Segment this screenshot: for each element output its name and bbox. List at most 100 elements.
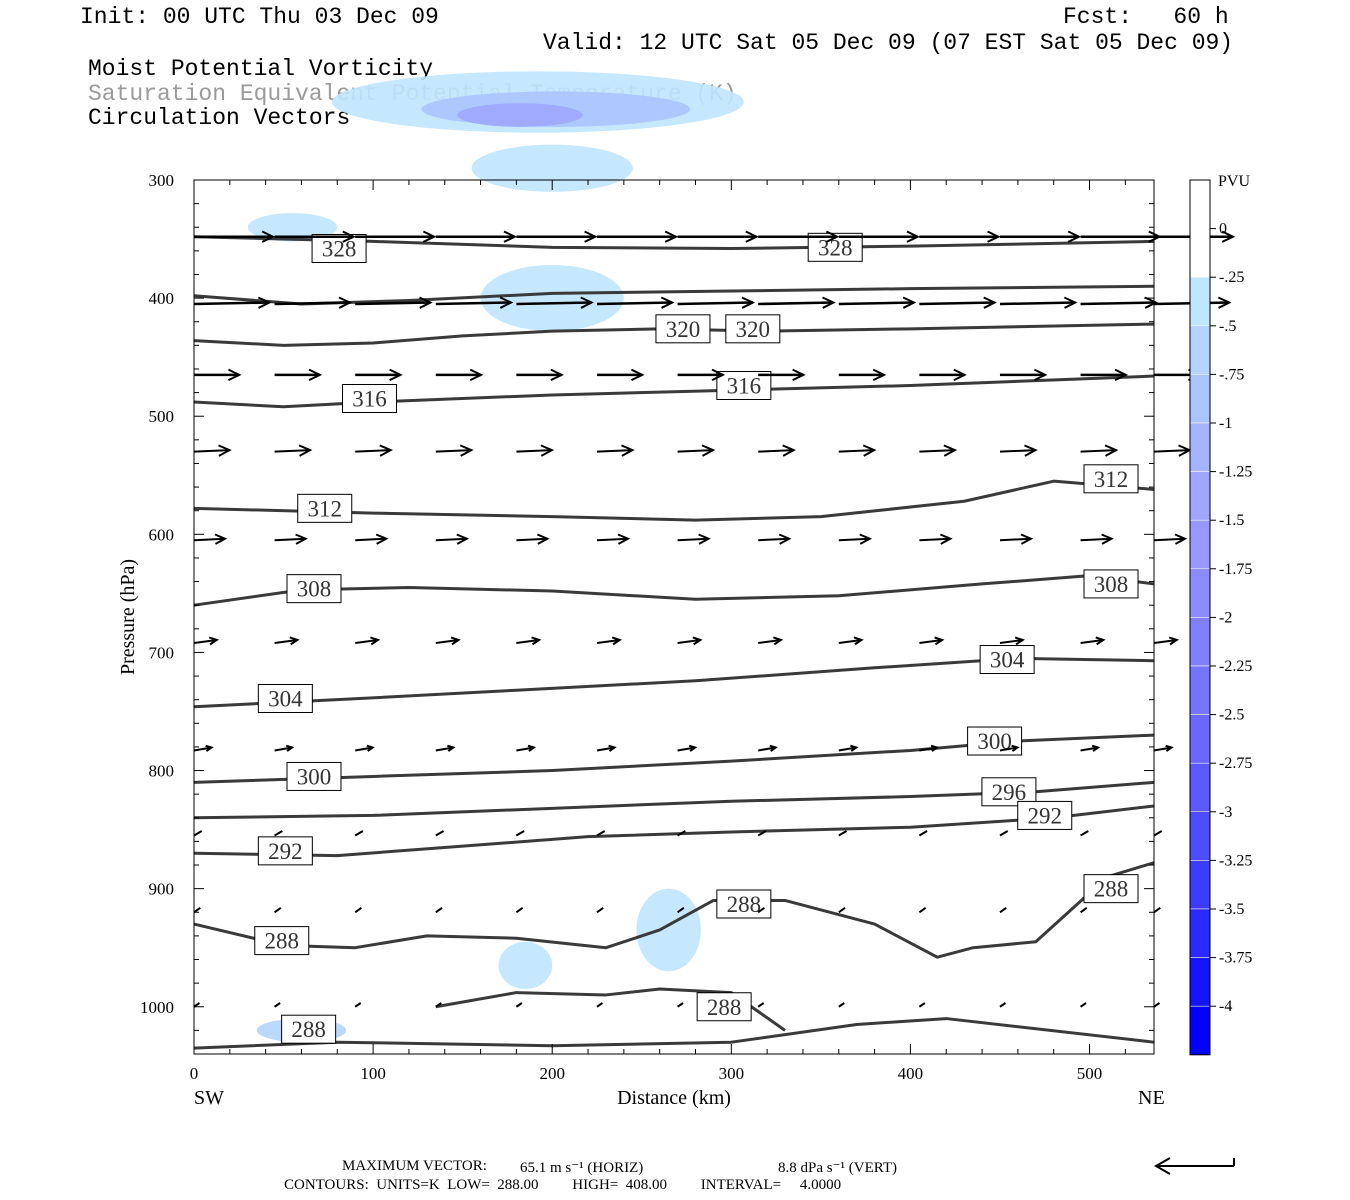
contour-label: 288 (265, 929, 300, 954)
circulation-vector (194, 230, 276, 243)
circulation-vector (1080, 296, 1159, 309)
circulation-vector (918, 906, 927, 914)
contour-label: 304 (990, 648, 1025, 673)
circulation-vector (596, 1002, 604, 1008)
init-time: Init: 00 UTC Thu 03 Dec 09 (80, 4, 439, 30)
circulation-vector (758, 368, 806, 381)
circulation-vector (999, 444, 1038, 457)
colorbar-label: -3.25 (1219, 852, 1252, 869)
circulation-vector (516, 533, 550, 545)
circulation-vector (999, 368, 1048, 381)
circulation-vector (999, 830, 1009, 837)
circulation-vector (274, 230, 356, 243)
colorbar-label: -2.25 (1219, 658, 1252, 675)
axes-layer: 300 400 500 600 700 800 900 1000 0 100 200 300 400 50… (140, 171, 1154, 1083)
circulation-vector (677, 830, 686, 837)
circulation-vector (677, 744, 698, 752)
colorbar-label: -.25 (1219, 269, 1244, 286)
circulation-vector (758, 444, 796, 457)
circulation-vector (193, 906, 201, 914)
contour-label: 316 (727, 374, 762, 399)
contour-label-box (257, 836, 313, 866)
circulation-vector (677, 368, 726, 381)
contour-label: 288 (727, 892, 762, 917)
y-tick-label: 600 (149, 525, 175, 544)
contour-label: 288 (1094, 877, 1129, 902)
circulation-vector (677, 444, 716, 457)
contour-label-box (655, 314, 711, 344)
circulation-vector (435, 533, 470, 545)
circulation-vector (758, 744, 778, 752)
circulation-vector (435, 906, 443, 914)
colorbar-swatch (1189, 568, 1211, 618)
circulation-vector (1079, 906, 1088, 914)
circulation-vector (758, 296, 836, 309)
colorbar-swatch (1189, 325, 1211, 375)
circulation-vector (1153, 1002, 1161, 1008)
contour-label: 300 (297, 764, 332, 789)
contour-label-box (342, 384, 398, 413)
circulation-vector (1153, 636, 1180, 646)
circulation-vector (838, 744, 859, 752)
contour-label-box (1083, 464, 1139, 494)
circulation-vector (274, 636, 300, 646)
contour-label: 304 (268, 686, 303, 711)
contour-label-box (1017, 800, 1073, 830)
ne-label: NE (1138, 1087, 1165, 1109)
contour-label-box (1083, 874, 1139, 904)
contour-label-box (281, 1014, 337, 1044)
circulation-vector (838, 830, 848, 837)
colorbar-swatch (1189, 617, 1211, 667)
circulation-vector (838, 296, 917, 309)
colorbar-label: -1.75 (1219, 561, 1252, 578)
circulation-vector (435, 444, 474, 457)
thetae-contour-312-4 (193, 479, 1155, 522)
sw-label: SW (194, 1087, 224, 1109)
mpv-region-7 (498, 941, 553, 990)
reference-arrow (1153, 1157, 1235, 1175)
contour-label-box (979, 645, 1035, 675)
circulation-vector (596, 744, 617, 752)
circulation-vector (435, 1002, 442, 1008)
circulation-vector (354, 1002, 362, 1008)
colorbar-label: -.75 (1219, 366, 1244, 383)
circulation-vector (758, 230, 840, 243)
max-vector-horiz: 65.1 m s⁻¹ (HORIZ) (520, 1160, 644, 1176)
colorbar-swatch (1189, 665, 1211, 715)
mpv-region-6 (636, 888, 701, 972)
forecast-hour: Fcst: 60 h (1063, 4, 1229, 30)
circulation-vector (919, 533, 953, 545)
colorbar-swatch (1189, 714, 1211, 764)
colorbar-label: -2 (1219, 609, 1232, 626)
circulation-vector (516, 230, 598, 243)
circulation-vector (918, 1002, 926, 1008)
y-tick-label: 400 (149, 289, 175, 308)
circulation-vector (677, 636, 703, 646)
colorbar-swatch (1189, 374, 1211, 424)
circulation-vector (193, 296, 272, 309)
circulation-vector (516, 296, 594, 309)
circulation-vector (918, 830, 928, 837)
x-tick-label: 100 (360, 1064, 386, 1083)
contour-label: 292 (1027, 803, 1062, 828)
y-tick-label: 700 (149, 643, 175, 662)
colorbar-label: -2.75 (1219, 755, 1252, 772)
contour-label: 316 (352, 387, 387, 412)
circulation-vector (758, 636, 784, 646)
contour-info: CONTOURS: UNITS=K LOW= 288.00 HIGH= 408.… (284, 1177, 842, 1193)
circulation-vector (516, 636, 542, 646)
contour-label: 328 (818, 235, 853, 260)
x-tick-label: 500 (1077, 1064, 1103, 1083)
circulation-vector (757, 906, 766, 914)
colorbar-label: -1.5 (1219, 512, 1244, 529)
circulation-vector (999, 230, 1082, 243)
circulation-vector (1153, 906, 1161, 914)
contour-label-box (716, 889, 772, 919)
contour-label-box (254, 926, 310, 956)
circulation-vector (1080, 636, 1106, 646)
circulation-vector (1080, 744, 1101, 752)
circulation-vector (596, 368, 645, 381)
circulation-vector (838, 533, 873, 545)
circulation-vector (838, 636, 864, 646)
circulation-vector (999, 1002, 1007, 1008)
